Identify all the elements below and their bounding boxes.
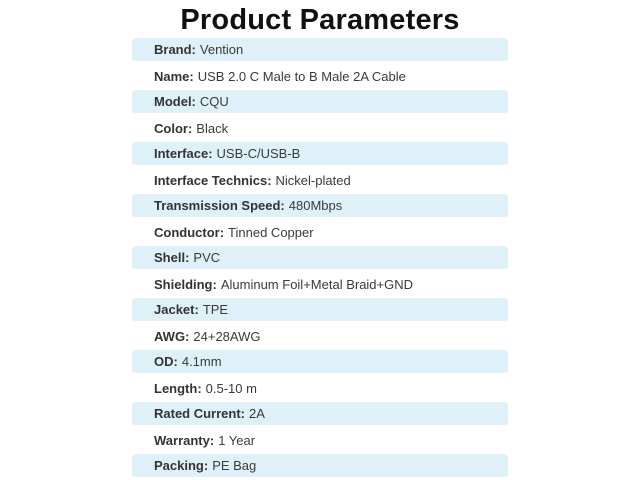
- table-row: Shell: PVC: [132, 245, 508, 271]
- parameter-value: 24+28AWG: [193, 328, 261, 344]
- parameter-value: USB-C/USB-B: [216, 146, 301, 161]
- table-row: Interface Technics: Nickel-plated: [132, 167, 508, 193]
- table-row: Transmission Speed: 480Mbps: [132, 193, 508, 219]
- parameter-value: PVC: [193, 250, 221, 265]
- page-title: Product Parameters: [180, 4, 460, 36]
- parameter-label: Shielding:: [154, 276, 217, 292]
- table-row: Length: 0.5-10 m: [132, 375, 508, 401]
- table-row: Warranty: 1 Year: [132, 427, 508, 453]
- parameter-label: Color:: [154, 120, 193, 136]
- parameter-label: Interface Technics:: [154, 172, 272, 188]
- parameter-label: Conductor:: [154, 224, 225, 240]
- parameter-value: USB 2.0 C Male to B Male 2A Cable: [197, 68, 406, 84]
- table-row: Packing: PE Bag: [132, 453, 508, 479]
- parameters-table: Brand: Vention Name: USB 2.0 C Male to B…: [132, 37, 508, 479]
- parameter-label: Length:: [154, 380, 202, 396]
- parameter-label: Warranty:: [154, 432, 215, 448]
- table-row: Jacket: TPE: [132, 297, 508, 323]
- table-row: Shielding: Aluminum Foil+Metal Braid+GND: [132, 271, 508, 297]
- parameter-label: AWG:: [154, 328, 190, 344]
- table-row: AWG: 24+28AWG: [132, 323, 508, 349]
- parameter-value: 0.5-10 m: [205, 380, 257, 396]
- parameter-value: PE Bag: [212, 458, 257, 473]
- parameter-label: Jacket:: [154, 302, 199, 317]
- parameter-label: Shell:: [154, 250, 190, 265]
- parameter-label: Transmission Speed:: [154, 198, 285, 213]
- table-row: OD: 4.1mm: [132, 349, 508, 375]
- parameter-value: 480Mbps: [288, 198, 343, 213]
- parameter-value: Vention: [199, 42, 244, 57]
- parameter-value: 4.1mm: [181, 354, 222, 369]
- table-row: Brand: Vention: [132, 37, 508, 63]
- parameter-label: Brand:: [154, 42, 196, 57]
- parameter-value: Nickel-plated: [275, 172, 351, 188]
- table-row: Color: Black: [132, 115, 508, 141]
- parameter-value: TPE: [202, 302, 229, 317]
- parameter-value: CQU: [199, 94, 229, 109]
- parameter-label: OD:: [154, 354, 178, 369]
- parameter-value: 2A: [249, 406, 265, 421]
- parameter-label: Name:: [154, 68, 194, 84]
- table-row: Name: USB 2.0 C Male to B Male 2A Cable: [132, 63, 508, 89]
- parameter-value: Tinned Copper: [228, 224, 314, 240]
- parameter-label: Model:: [154, 94, 196, 109]
- parameter-value: Aluminum Foil+Metal Braid+GND: [220, 276, 414, 292]
- table-row: Model: CQU: [132, 89, 508, 115]
- parameter-label: Packing:: [154, 458, 209, 473]
- parameter-value: Black: [196, 120, 229, 136]
- table-row: Interface: USB-C/USB-B: [132, 141, 508, 167]
- parameter-value: 1 Year: [218, 432, 256, 448]
- parameter-label: Rated Current:: [154, 406, 246, 421]
- table-row: Rated Current: 2A: [132, 401, 508, 427]
- parameter-label: Interface:: [154, 146, 213, 161]
- table-row: Conductor: Tinned Copper: [132, 219, 508, 245]
